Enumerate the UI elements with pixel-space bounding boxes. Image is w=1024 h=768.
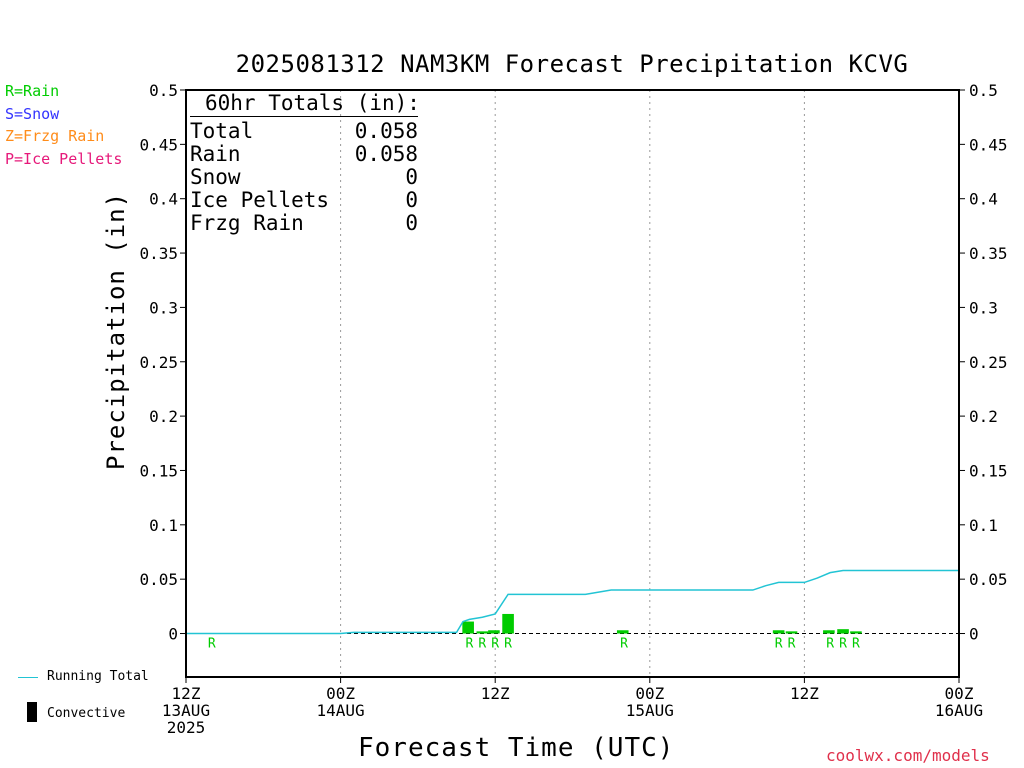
y-tick-label-right: 0 (969, 625, 979, 644)
running-total-label: Running Total (47, 669, 149, 684)
totals-row-frzg-rain: Frzg Rain 0 (190, 212, 420, 235)
y-tick-label-right: 0.35 (969, 244, 1008, 263)
x-tick-label: 12Z (790, 684, 819, 703)
rain-bar (772, 630, 785, 634)
totals-label: Snow (190, 165, 241, 189)
totals-value: 0 (405, 211, 418, 235)
rain-bar (462, 621, 474, 634)
x-axis-label: Forecast Time (UTC) (358, 733, 675, 763)
totals-label: Rain (190, 142, 241, 166)
y-tick-label-left: 0.35 (139, 244, 178, 263)
plot-frame (185, 89, 960, 678)
y-tick-label-left: 0.05 (139, 570, 178, 589)
gridlines (340, 90, 805, 677)
x-tick-label: 13AUG (162, 701, 210, 720)
ptype-mark: R (788, 637, 796, 652)
rain-bars (462, 613, 862, 634)
totals-label: Ice Pellets (190, 188, 330, 212)
y-tick-label-right: 0.5 (969, 81, 998, 100)
totals-box: 60hr Totals (in): Total 0.058 Rain 0.058… (190, 92, 420, 235)
totals-underline (190, 116, 418, 117)
y-tick-label-right: 0.2 (969, 407, 998, 426)
legend-rain: R=Rain (5, 82, 60, 100)
x-tick-label: 2025 (167, 718, 206, 737)
x-tick-label: 14AUG (317, 701, 365, 720)
legend-frzg-rain: Z=Frzg Rain (5, 127, 105, 145)
ptype-mark: R (208, 637, 216, 652)
y-tick-label-right: 0.1 (969, 516, 998, 535)
y-tick-label-left: 0 (168, 625, 178, 644)
totals-value: 0.058 (354, 142, 418, 166)
x-tick-label: 00Z (945, 684, 974, 703)
y-tick-label-left: 0.4 (149, 190, 178, 209)
ptype-mark: R (478, 637, 486, 652)
ptype-mark: R (504, 637, 512, 652)
y-tick-label-left: 0.5 (149, 81, 178, 100)
rain-bar (502, 613, 514, 634)
y-ticks: 0 00.05 0.050.1 0.10.15 0.150.2 0.20.25 0.250.… (139, 81, 1007, 644)
y-tick-label-right: 0.3 (969, 298, 998, 317)
y-tick-label-right: 0.05 (969, 570, 1008, 589)
x-tick-label: 16AUG (935, 701, 983, 720)
rain-bar (616, 630, 629, 634)
convective-label: Convective (47, 706, 126, 721)
rain-bar (785, 631, 798, 634)
totals-row-ice-pellets: Ice Pellets 0 (190, 189, 420, 212)
y-tick-label-left: 0.3 (149, 298, 178, 317)
x-tick-label: 00Z (326, 684, 355, 703)
ptype-mark: R (491, 637, 499, 652)
y-tick-label-right: 0.15 (969, 461, 1008, 480)
y-tick-label-right: 0.25 (969, 353, 1008, 372)
y-tick-label-right: 0.4 (969, 190, 998, 209)
ptype-mark: R (839, 637, 847, 652)
totals-header: 60hr Totals (in): (205, 91, 420, 115)
ptype-mark: R (775, 637, 783, 652)
totals-value: 0.058 (354, 119, 418, 143)
ptype-mark: R (466, 637, 474, 652)
ptype-mark: R (620, 637, 628, 652)
x-tick-label: 12Z (481, 684, 510, 703)
rain-bar (837, 629, 849, 634)
totals-row-total: Total 0.058 (190, 120, 420, 143)
totals-value: 0 (405, 165, 418, 189)
x-tick-label: 15AUG (626, 701, 674, 720)
totals-label: Total (190, 119, 254, 143)
x-tick-label: 12Z (172, 684, 201, 703)
credit-link[interactable]: coolwx.com/models (826, 746, 990, 765)
ptype-mark: R (852, 637, 860, 652)
ptype-mark: R (826, 637, 834, 652)
y-tick-label-right: 0.45 (969, 135, 1008, 154)
y-tick-label-left: 0.1 (149, 516, 178, 535)
convective-swatch (27, 702, 37, 722)
rain-bar (850, 631, 862, 634)
y-tick-label-left: 0.45 (139, 135, 178, 154)
rain-bar (488, 630, 500, 634)
legend-snow: S=Snow (5, 105, 60, 123)
y-tick-label-left: 0.15 (139, 461, 178, 480)
totals-value: 0 (405, 188, 418, 212)
chart-title: 2025081312 NAM3KM Forecast Precipitation… (235, 50, 909, 78)
totals-label: Frzg Rain (190, 211, 304, 235)
legend-ice-pellets: P=Ice Pellets (5, 150, 123, 168)
rain-bar (476, 631, 489, 634)
x-tick-label: 00Z (635, 684, 664, 703)
totals-row-rain: Rain 0.058 (190, 143, 420, 166)
y-tick-label-left: 0.2 (149, 407, 178, 426)
y-tick-label-left: 0.25 (139, 353, 178, 372)
running-total-line (186, 569, 959, 635)
running-total-swatch (18, 677, 38, 678)
totals-row-snow: Snow 0 (190, 166, 420, 189)
rain-bar (823, 630, 835, 634)
